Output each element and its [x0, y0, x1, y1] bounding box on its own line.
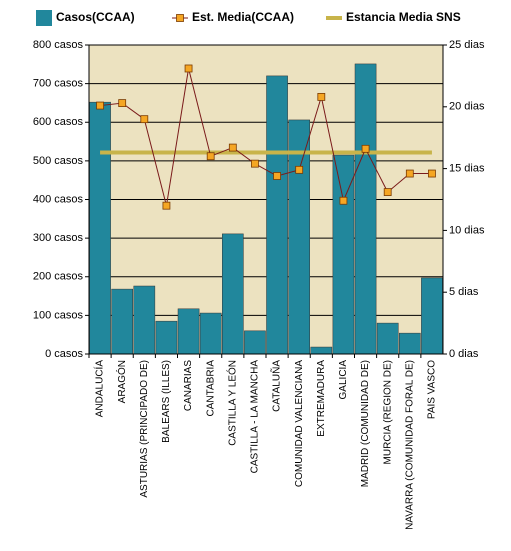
line-marker — [339, 196, 348, 205]
y-tick-label: 400 casos — [33, 193, 84, 205]
bar — [89, 101, 111, 355]
line-marker — [206, 152, 215, 161]
y2-tick-label: 20 dias — [449, 101, 485, 113]
bar — [133, 285, 156, 355]
bar — [266, 75, 288, 355]
bar — [222, 233, 244, 355]
bar — [244, 330, 266, 355]
y2-tick-label: 10 dias — [449, 224, 485, 236]
line-marker — [140, 115, 149, 124]
x-tick-label: CASTILLA Y LEÓN — [225, 360, 238, 446]
line-marker — [428, 169, 436, 178]
line-marker — [361, 144, 370, 153]
y-tick-label: 300 casos — [33, 232, 84, 244]
line-marker — [273, 172, 281, 180]
x-tick-label: ASTURIAS (PRINCIPADO DE) — [139, 360, 150, 498]
bar — [111, 288, 133, 355]
bar — [376, 322, 399, 355]
bar — [288, 119, 310, 355]
x-tick-label: ANDALUCÍA — [93, 360, 106, 418]
y-tick-label: 200 casos — [33, 271, 84, 283]
bar — [354, 63, 377, 355]
y2-tick-label: 15 dias — [449, 163, 485, 175]
bar — [177, 308, 200, 355]
x-tick-label: GALICIA — [338, 360, 349, 400]
line-marker — [96, 101, 104, 110]
legend-marker — [176, 14, 184, 22]
x-tick-label: MADRID (COMUNIDAD DE) — [360, 360, 371, 487]
y2-tick-label: 0 dias — [449, 348, 479, 360]
x-tick-label: EXTREMADURA — [316, 360, 327, 437]
bar — [399, 332, 421, 355]
y-tick-label: 100 casos — [33, 309, 84, 321]
line-marker — [295, 165, 304, 174]
bar — [155, 320, 178, 355]
x-tick-label: CATALUÑA — [270, 360, 283, 412]
line-marker — [383, 188, 392, 196]
x-tick-label: MURCIA (REGION DE) — [382, 360, 393, 464]
x-tick-label: NAVARRA (COMUNIDAD FORAL DE) — [404, 360, 415, 530]
y2-tick-label: 25 dias — [449, 39, 485, 51]
line-marker — [405, 169, 414, 178]
y-tick-label: 700 casos — [33, 78, 84, 90]
bar — [421, 277, 443, 355]
series-line — [100, 68, 432, 206]
line-marker — [184, 64, 193, 73]
bar — [310, 346, 333, 355]
legend-label: Est. Media(CCAA) — [192, 10, 294, 24]
x-tick-label: ARAGÓN — [115, 360, 128, 403]
y2-tick-label: 5 dias — [449, 286, 479, 298]
x-tick-label: CANTABRIA — [205, 360, 216, 417]
x-tick-label: PAIS VASCO — [427, 360, 438, 419]
line-marker — [228, 143, 237, 152]
line-marker — [118, 99, 127, 107]
bar — [199, 312, 222, 355]
line-marker — [317, 93, 326, 101]
bar — [332, 154, 355, 355]
y-tick-label: 0 casos — [45, 348, 83, 360]
y-tick-label: 600 casos — [33, 116, 84, 128]
legend: Casos(CCAA) Est. Media(CCAA) Estancia Medi… — [36, 10, 461, 26]
x-tick-label: BALEARS (ILLES) — [161, 360, 172, 443]
y-tick-label: 800 casos — [33, 39, 84, 51]
line-marker — [162, 201, 171, 210]
x-tick-label: CASTILLA - LA MANCHA — [250, 360, 261, 474]
legend-label: Estancia Media SNS — [346, 10, 461, 24]
legend-label: Casos(CCAA) — [56, 10, 135, 24]
y-tick-label: 500 casos — [33, 155, 84, 167]
x-tick-label: CANARIAS — [183, 360, 194, 411]
legend-swatch — [36, 10, 52, 26]
line-marker — [251, 159, 259, 168]
x-tick-label: COMUNIDAD VALENCIANA — [294, 360, 305, 487]
